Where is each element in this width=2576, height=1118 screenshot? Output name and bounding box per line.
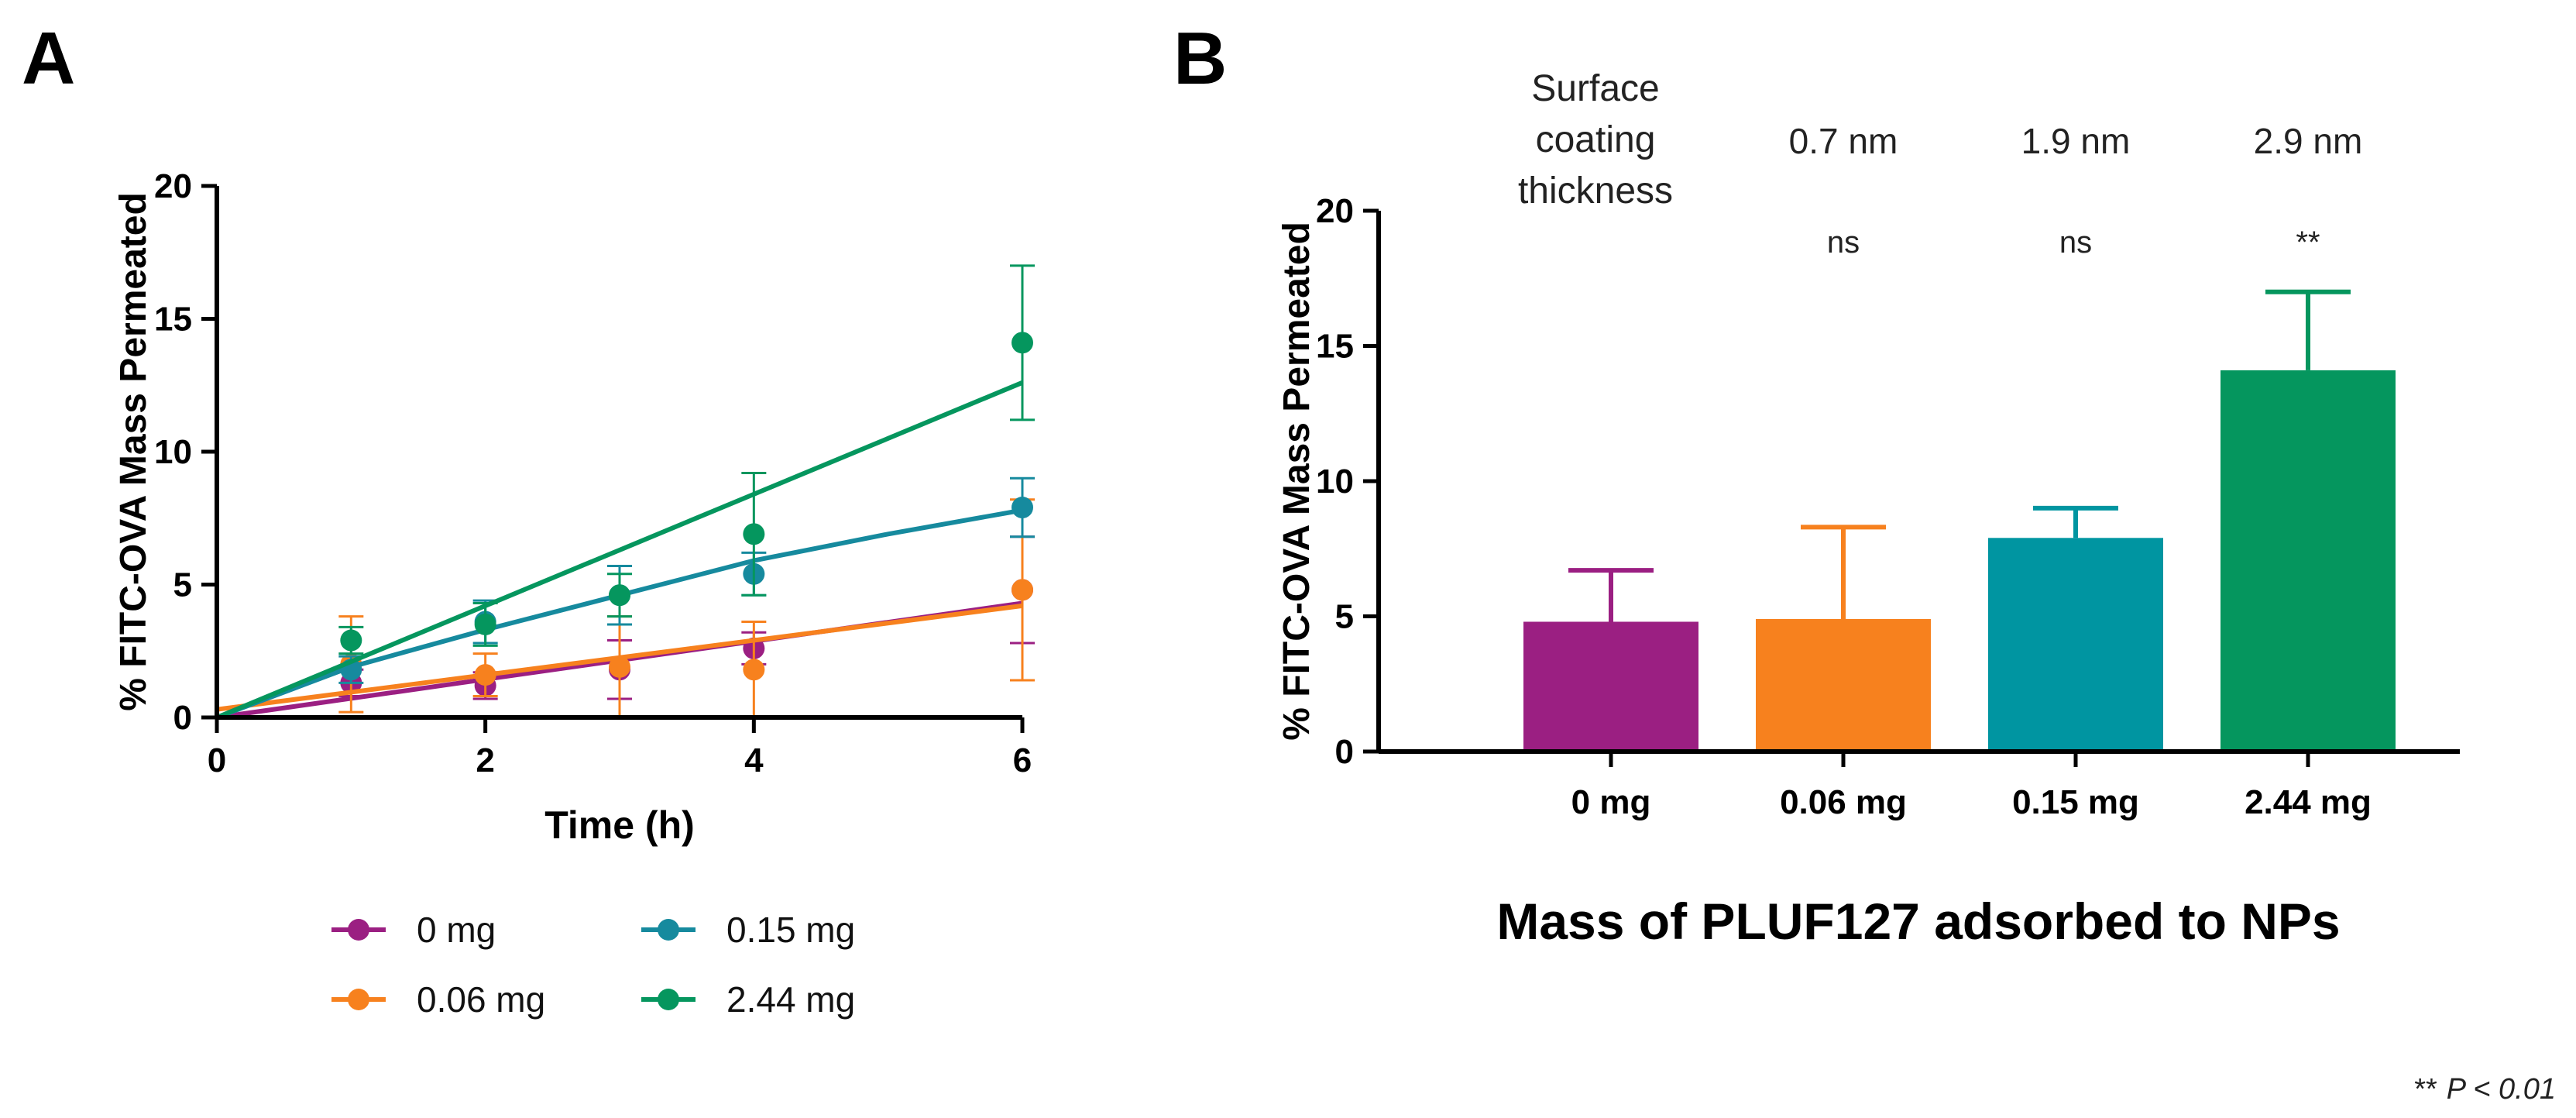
x-axis-title: Mass of PLUF127 adsorbed to NPs bbox=[1496, 893, 2340, 950]
x-ticks: 0 2 4 6 bbox=[208, 717, 1032, 779]
y-tick-label: 10 bbox=[1316, 463, 1354, 501]
y-tick-label: 0 bbox=[173, 699, 192, 737]
y-axis-title: % FITC-OVA Mass Permeated bbox=[1276, 222, 1317, 741]
data-point bbox=[1012, 497, 1033, 519]
coating-thickness-label: 2.9 nm bbox=[2254, 121, 2363, 161]
coating-thickness-label: 0.7 nm bbox=[1789, 121, 1898, 161]
legend-item: 0 mg bbox=[331, 910, 496, 950]
significance-label: ** bbox=[2296, 225, 2320, 260]
bar-group bbox=[1523, 568, 1698, 752]
panel-b: B 0 5 10 15 20 0 mg 0.06 mg 0.15 mg 2.44 mg 0.7… bbox=[1173, 17, 2460, 950]
bar-group bbox=[1988, 505, 2163, 752]
x-tick-label: 0.15 mg bbox=[2012, 783, 2139, 821]
panel-b-label: B bbox=[1173, 17, 1227, 100]
panel-a-label: A bbox=[22, 17, 75, 100]
footnote-stars: ** bbox=[2414, 1073, 2437, 1106]
significance-label: ns bbox=[1827, 225, 1860, 260]
data-point bbox=[1012, 579, 1033, 601]
footnote: ** P < 0.01 bbox=[2414, 1073, 2556, 1106]
data-point bbox=[609, 584, 630, 607]
legend: 0 mg 0.06 mg 0.15 mg 2.44 mg bbox=[331, 910, 855, 1020]
legend-marker bbox=[348, 989, 369, 1010]
bar bbox=[1756, 618, 1931, 752]
y-tick-label: 10 bbox=[154, 433, 192, 471]
data-point bbox=[340, 629, 362, 652]
data-point bbox=[474, 664, 496, 686]
legend-item: 2.44 mg bbox=[641, 979, 855, 1020]
y-tick-label: 0 bbox=[1335, 733, 1354, 771]
legend-label: 0.06 mg bbox=[417, 979, 545, 1020]
data-point bbox=[743, 523, 765, 545]
x-tick-label: 0 bbox=[208, 741, 226, 779]
series-2-44-mg bbox=[215, 264, 1035, 720]
header-label-line: thickness bbox=[1518, 170, 1673, 212]
legend-item: 0.15 mg bbox=[641, 910, 855, 950]
x-tick-label: 6 bbox=[1013, 741, 1032, 779]
legend-label: 0.15 mg bbox=[726, 910, 855, 950]
bar bbox=[1988, 538, 2163, 752]
significance-label: ns bbox=[2059, 225, 2092, 260]
data-point bbox=[1012, 332, 1033, 354]
x-tick-label: 0.06 mg bbox=[1780, 783, 1907, 821]
legend-label: 2.44 mg bbox=[726, 979, 855, 1020]
data-point bbox=[474, 613, 496, 635]
panel-b-bars bbox=[1523, 289, 2396, 752]
bar bbox=[1523, 621, 1698, 752]
x-tick-label: 2 bbox=[476, 741, 494, 779]
legend-marker bbox=[658, 989, 679, 1010]
data-point bbox=[609, 655, 630, 678]
x-tick-label: 4 bbox=[744, 741, 764, 779]
bar-group bbox=[2221, 289, 2396, 752]
y-tick-label: 15 bbox=[1316, 328, 1354, 366]
footnote-p-value: P < 0.01 bbox=[2447, 1073, 2556, 1106]
y-tick-label: 20 bbox=[154, 167, 192, 205]
y-tick-label: 20 bbox=[1316, 192, 1354, 230]
y-ticks: 0 5 10 15 20 bbox=[1316, 192, 1379, 771]
panel-a-series bbox=[215, 264, 1035, 720]
coating-thickness-header: 0.7 nm ns 1.9 nm ns 2.9 nm ** Surface coating th… bbox=[1518, 68, 2362, 260]
data-point bbox=[743, 659, 765, 681]
series-0-06-mg bbox=[216, 498, 1035, 719]
header-label-line: coating bbox=[1536, 119, 1656, 160]
legend-label: 0 mg bbox=[417, 910, 496, 950]
y-tick-label: 5 bbox=[173, 566, 192, 604]
x-axis-title: Time (h) bbox=[544, 803, 695, 847]
panel-a: A 0 2 4 6 0 5 10 15 20 Time (h) % FITC-OVA Mass… bbox=[22, 17, 1035, 1020]
x-ticks: 0 mg 0.06 mg 0.15 mg 2.44 mg bbox=[1571, 752, 2372, 821]
legend-marker bbox=[348, 919, 369, 941]
y-tick-label: 15 bbox=[154, 301, 192, 339]
y-axis-title: % FITC-OVA Mass Permeated bbox=[113, 192, 154, 711]
fit-line bbox=[215, 380, 1024, 720]
x-tick-label: 2.44 mg bbox=[2245, 783, 2372, 821]
coating-thickness-label: 1.9 nm bbox=[2021, 121, 2131, 161]
y-ticks: 0 5 10 15 20 bbox=[154, 167, 217, 737]
header-label-line: Surface bbox=[1531, 68, 1659, 109]
y-tick-label: 5 bbox=[1335, 598, 1354, 636]
legend-marker bbox=[658, 919, 679, 941]
legend-item: 0.06 mg bbox=[331, 979, 545, 1020]
x-tick-label: 0 mg bbox=[1571, 783, 1651, 821]
bar-group bbox=[1756, 525, 1931, 752]
bar bbox=[2221, 370, 2396, 752]
